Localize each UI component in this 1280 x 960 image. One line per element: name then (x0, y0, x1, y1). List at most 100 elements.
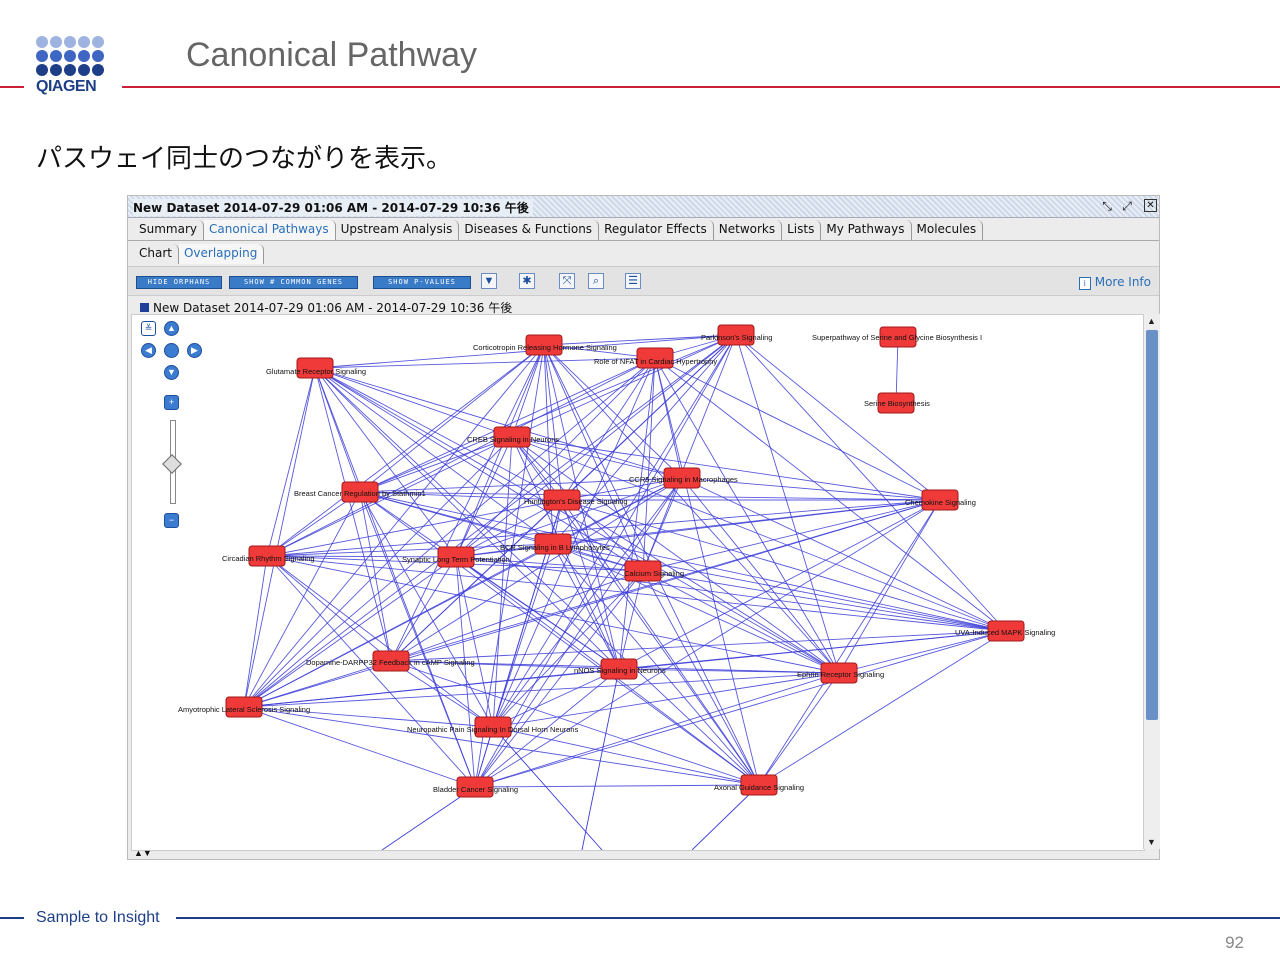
pan-down-button[interactable]: ▼ (164, 365, 179, 380)
window-titlebar[interactable]: New Dataset 2014-07-29 01:06 AM - 2014-0… (128, 196, 1159, 218)
pathway-node[interactable]: Role of NFAT in Cardiac Hypertrophy (594, 347, 717, 369)
more-info-link[interactable]: i More Info (1078, 275, 1151, 290)
network-edge (758, 672, 840, 786)
pathway-node[interactable]: Glutamate Receptor Signaling (266, 357, 366, 379)
network-edge (455, 334, 737, 558)
network-edge (359, 477, 683, 493)
network-edge (838, 499, 941, 674)
maximize-icon[interactable]: ⤢ (1122, 199, 1132, 213)
pathway-node[interactable]: nNOS Signaling in Neurons (574, 658, 666, 680)
show-p-values-button[interactable]: SHOW P-VALUES (373, 276, 471, 289)
pathway-node[interactable]: Synaptic Long Term Potentiation (402, 546, 510, 568)
pathway-node[interactable]: Chemokine Signaling (905, 489, 976, 511)
pathway-node[interactable]: Ephrin Receptor Signaling (797, 662, 884, 684)
pan-left-button[interactable]: ◀ (141, 343, 156, 358)
pan-center-button[interactable] (164, 343, 179, 358)
pan-right-button[interactable]: ▶ (187, 343, 202, 358)
network-edge (266, 555, 392, 662)
tab-regulator-effects[interactable]: Regulator Effects (599, 220, 714, 240)
subtab-overlapping[interactable]: Overlapping (178, 244, 265, 264)
pathway-network-svg[interactable]: Corticotropin Releasing Hormone Signalin… (132, 315, 1144, 850)
pathway-node-label: CREB Signaling in Neurons (467, 435, 559, 444)
pathway-node[interactable]: Bladder Cancer Signaling (433, 776, 518, 798)
fit-to-screen-icon[interactable]: ⤧ (559, 273, 575, 289)
network-edge (243, 367, 316, 708)
pathway-node[interactable]: Huntington's Disease Signaling (524, 489, 628, 511)
pathway-node[interactable]: Superpathway of Serine and Glycine Biosy… (812, 326, 982, 348)
panel-resize-arrows[interactable]: ▲▼ (134, 848, 152, 858)
tab-networks[interactable]: Networks (713, 220, 783, 240)
zoom-in-button[interactable]: + (164, 395, 179, 410)
pathway-node-box (820, 662, 858, 684)
hide-orphans-button[interactable]: HIDE ORPHANS (136, 276, 222, 289)
pathway-node[interactable]: BCR Signaling in B Lymphocytes (500, 533, 610, 555)
zoom-out-button[interactable]: − (164, 513, 179, 528)
network-edge (243, 491, 361, 708)
network-canvas[interactable]: Corticotropin Releasing Hormone Signalin… (131, 314, 1145, 851)
network-edge (314, 367, 554, 545)
pathway-node[interactable]: Breast Cancer Regulation by Stathmin1 (294, 481, 426, 503)
network-edge (243, 556, 457, 708)
tab-summary[interactable]: Summary (134, 220, 204, 240)
scroll-up-arrow[interactable]: ▲ (1147, 316, 1156, 326)
tab-my-pathways[interactable]: My Pathways (821, 220, 912, 240)
pathway-node[interactable]: CREB Signaling in Neurons (467, 426, 559, 448)
collapse-nav-icon[interactable]: ≚ (141, 321, 156, 336)
network-edge (474, 668, 620, 788)
pathway-node[interactable]: Neuropathic Pain Signaling In Dorsal Hor… (407, 716, 579, 738)
network-edge (758, 499, 941, 786)
network-edge (390, 660, 494, 728)
pathway-node-box (717, 324, 755, 346)
network-edge (474, 784, 760, 788)
network-layout-icon[interactable]: ✱ (519, 273, 535, 289)
network-edge (618, 357, 656, 670)
network-edge (359, 436, 513, 493)
network-edge (654, 357, 1007, 632)
checklist-icon[interactable]: ☰ (625, 273, 641, 289)
network-edge (314, 367, 476, 788)
network-edge-offscreen (691, 784, 760, 850)
network-edge (492, 570, 644, 728)
network-edge (474, 499, 941, 788)
network-edge (474, 334, 737, 788)
tab-upstream-analysis[interactable]: Upstream Analysis (335, 220, 460, 240)
vertical-scrollbar[interactable]: ▲ ▼ (1143, 314, 1160, 849)
tab-molecules[interactable]: Molecules (911, 220, 984, 240)
network-edge (474, 630, 1007, 788)
pathway-node-label: Synaptic Long Term Potentiation (402, 555, 510, 564)
more-info-label: More Info (1094, 275, 1151, 289)
subtab-chart[interactable]: Chart (134, 244, 179, 264)
tab-canonical-pathways[interactable]: Canonical Pathways (204, 220, 336, 240)
pathway-node-label: Calcium Signaling (624, 569, 684, 578)
close-icon[interactable]: ✕ (1144, 199, 1157, 212)
pathway-node[interactable]: Corticotropin Releasing Hormone Signalin… (473, 334, 617, 356)
pathway-node[interactable]: Amyotrophic Lateral Sclerosis Signaling (178, 696, 310, 718)
tab-lists[interactable]: Lists (782, 220, 822, 240)
network-edge (474, 570, 644, 788)
network-edge (266, 555, 494, 728)
scroll-thumb[interactable] (1146, 330, 1158, 720)
minimize-icon[interactable]: ⤡ (1102, 199, 1112, 213)
network-edge (455, 477, 683, 558)
network-edge (543, 344, 644, 572)
pathway-node[interactable]: Serine Biosynthesis (864, 392, 930, 414)
network-edge (359, 357, 656, 493)
pathway-node[interactable]: Calcium Signaling (624, 560, 684, 582)
pathway-node-label: CCR5 Signaling in Macrophages (629, 475, 738, 484)
pathway-node[interactable]: Parkinson's Signaling (701, 324, 772, 346)
filter-icon[interactable]: ▼ (481, 273, 497, 289)
pathway-node[interactable]: UVA-Induced MAPK Signaling (955, 620, 1055, 642)
network-edge (511, 436, 683, 479)
pathway-node[interactable]: Dopamine-DARPP32 Feedback in cAMP Signal… (306, 650, 475, 672)
network-edge (359, 491, 760, 786)
scroll-down-arrow[interactable]: ▼ (1147, 837, 1156, 847)
pathway-node[interactable]: Axonal Guidance Signaling (714, 774, 804, 796)
pathway-node-label: Dopamine-DARPP32 Feedback in cAMP Signal… (306, 658, 475, 667)
tab-diseases-functions[interactable]: Diseases & Functions (459, 220, 600, 240)
pan-up-button[interactable]: ▲ (164, 321, 179, 336)
pathway-node[interactable]: CCR5 Signaling in Macrophages (629, 467, 738, 489)
zoom-magnifier-icon[interactable]: ⌕ (588, 273, 604, 289)
pathway-node[interactable]: Circadian Rhythm Signaling (222, 545, 315, 567)
network-edge (838, 630, 1007, 674)
show-common-genes-button[interactable]: SHOW # COMMON GENES (229, 276, 358, 289)
